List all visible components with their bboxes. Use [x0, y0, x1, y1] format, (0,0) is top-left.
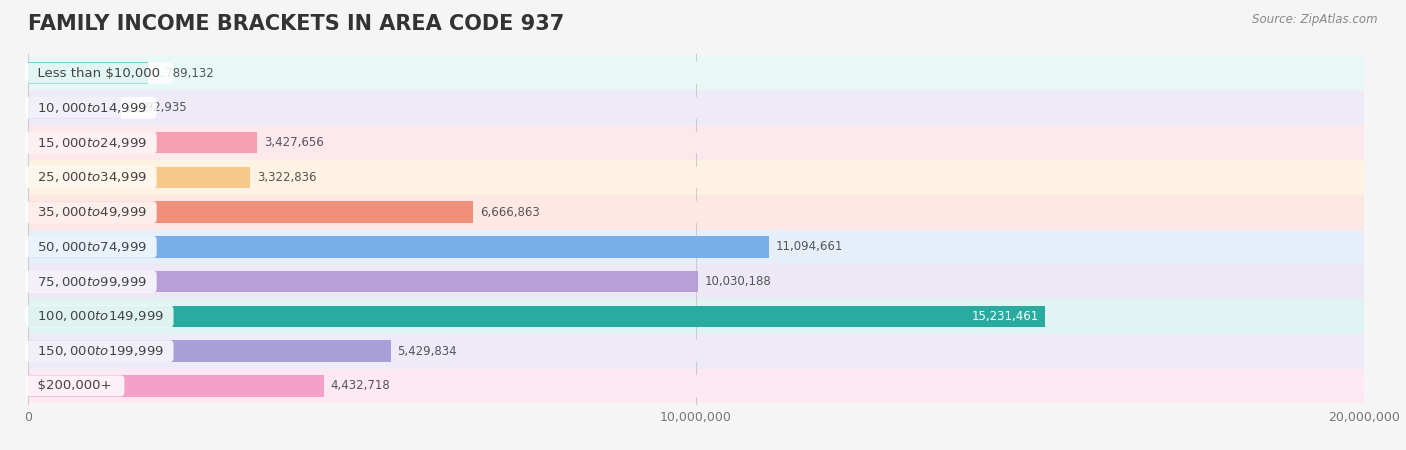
Text: $35,000 to $49,999: $35,000 to $49,999: [30, 205, 153, 219]
Bar: [28, 271, 1364, 292]
Bar: [28, 299, 1364, 334]
Bar: [28, 90, 1364, 125]
Bar: [28, 271, 697, 292]
Bar: [28, 340, 391, 362]
Text: 6,666,863: 6,666,863: [479, 206, 540, 219]
Bar: [28, 132, 257, 153]
Bar: [28, 334, 1364, 369]
Bar: [28, 375, 325, 396]
Text: $10,000 to $14,999: $10,000 to $14,999: [30, 101, 153, 115]
Bar: [28, 236, 1364, 258]
Bar: [28, 166, 1364, 188]
Text: Source: ZipAtlas.com: Source: ZipAtlas.com: [1253, 14, 1378, 27]
Text: $150,000 to $199,999: $150,000 to $199,999: [30, 344, 170, 358]
Bar: [28, 201, 474, 223]
Bar: [28, 230, 1364, 264]
Bar: [28, 195, 1364, 230]
Bar: [28, 340, 1364, 362]
Bar: [28, 375, 1364, 396]
Bar: [28, 306, 1364, 327]
Text: 1,789,132: 1,789,132: [155, 67, 214, 80]
Bar: [28, 132, 1364, 153]
Bar: [28, 125, 1364, 160]
Text: $200,000+: $200,000+: [30, 379, 121, 392]
Text: 4,432,718: 4,432,718: [330, 379, 391, 392]
Text: 15,231,461: 15,231,461: [972, 310, 1039, 323]
Bar: [28, 264, 1364, 299]
Text: $50,000 to $74,999: $50,000 to $74,999: [30, 240, 153, 254]
Bar: [28, 97, 121, 119]
Text: 3,322,836: 3,322,836: [257, 171, 316, 184]
Text: 1,392,935: 1,392,935: [128, 101, 187, 114]
Bar: [28, 97, 1364, 119]
Text: 5,429,834: 5,429,834: [398, 345, 457, 358]
Text: 10,030,188: 10,030,188: [704, 275, 772, 288]
Bar: [28, 369, 1364, 403]
Bar: [28, 63, 1364, 84]
Text: 11,094,661: 11,094,661: [776, 240, 844, 253]
Text: 3,427,656: 3,427,656: [264, 136, 323, 149]
Text: FAMILY INCOME BRACKETS IN AREA CODE 937: FAMILY INCOME BRACKETS IN AREA CODE 937: [28, 14, 564, 33]
Bar: [28, 306, 1045, 327]
Bar: [28, 201, 1364, 223]
Bar: [28, 166, 250, 188]
Text: $25,000 to $34,999: $25,000 to $34,999: [30, 171, 153, 184]
Bar: [28, 63, 148, 84]
Text: $15,000 to $24,999: $15,000 to $24,999: [30, 135, 153, 149]
Text: $100,000 to $149,999: $100,000 to $149,999: [30, 310, 170, 324]
Text: $75,000 to $99,999: $75,000 to $99,999: [30, 274, 153, 288]
Bar: [28, 236, 769, 258]
Text: Less than $10,000: Less than $10,000: [30, 67, 169, 80]
Bar: [28, 160, 1364, 195]
Bar: [28, 56, 1364, 90]
